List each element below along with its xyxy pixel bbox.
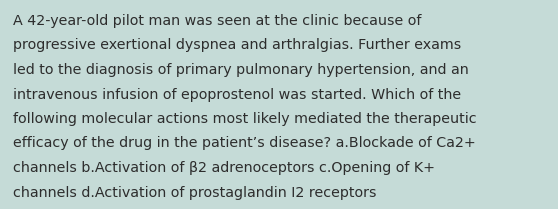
Text: led to the diagnosis of primary pulmonary hypertension, and an: led to the diagnosis of primary pulmonar…: [13, 63, 469, 77]
Text: efficacy of the drug in the patient’s disease? a.Blockade of Ca2+: efficacy of the drug in the patient’s di…: [13, 136, 476, 150]
Text: following molecular actions most likely mediated the therapeutic: following molecular actions most likely …: [13, 112, 477, 126]
Text: channels b.Activation of β2 adrenoceptors c.Opening of K+: channels b.Activation of β2 adrenoceptor…: [13, 161, 435, 175]
Text: intravenous infusion of epoprostenol was started. Which of the: intravenous infusion of epoprostenol was…: [13, 88, 461, 102]
Text: channels d.Activation of prostaglandin I2 receptors: channels d.Activation of prostaglandin I…: [13, 186, 377, 200]
Text: progressive exertional dyspnea and arthralgias. Further exams: progressive exertional dyspnea and arthr…: [13, 38, 461, 52]
Text: A 42-year-old pilot man was seen at the clinic because of: A 42-year-old pilot man was seen at the …: [13, 14, 421, 28]
